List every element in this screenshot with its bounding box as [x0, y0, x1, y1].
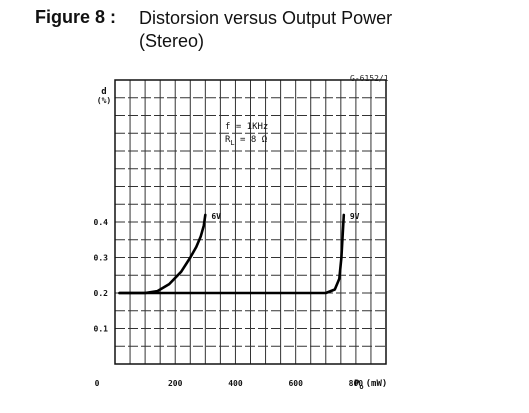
- chart-frame: [114, 79, 387, 365]
- chart-code: G-6152/1: [350, 74, 389, 83]
- y-tick-label: 0.2: [94, 289, 109, 298]
- y-axis-label-unit: (%): [97, 96, 111, 105]
- plot-frame: [114, 79, 387, 365]
- x-tick-label: 400: [228, 379, 243, 388]
- series-label-6v: 6V: [211, 212, 221, 221]
- x-tick-label: 800: [349, 379, 364, 388]
- x-axis-label: Po (mW): [354, 379, 387, 391]
- chart-grid: [115, 80, 386, 364]
- figure-title: Distorsion versus Output Power (Stereo): [139, 8, 393, 51]
- figure-label: Figure 8 :: [35, 7, 117, 27]
- condition-frequency: f = 1KHz: [225, 122, 268, 132]
- series-line-9v: [118, 213, 346, 295]
- series-line-6v: [118, 213, 207, 295]
- y-tick-label: 0.4: [94, 218, 109, 227]
- x-tick-label: 200: [168, 379, 183, 388]
- x-tick-label: 600: [288, 379, 303, 388]
- condition-load: RL = 8 Ω: [225, 135, 268, 147]
- y-axis-label-d: d: [101, 87, 106, 97]
- chart-series: [118, 213, 346, 295]
- y-tick-label: 0.3: [94, 254, 109, 263]
- series-label-9v: 9V: [350, 212, 360, 221]
- chart-labels: G-6152/1 d (%) f = 1KHz RL = 8 Ω Po (mW) …: [94, 74, 389, 391]
- x-tick-label: 0: [95, 379, 100, 388]
- y-tick-label: 0.1: [94, 325, 109, 334]
